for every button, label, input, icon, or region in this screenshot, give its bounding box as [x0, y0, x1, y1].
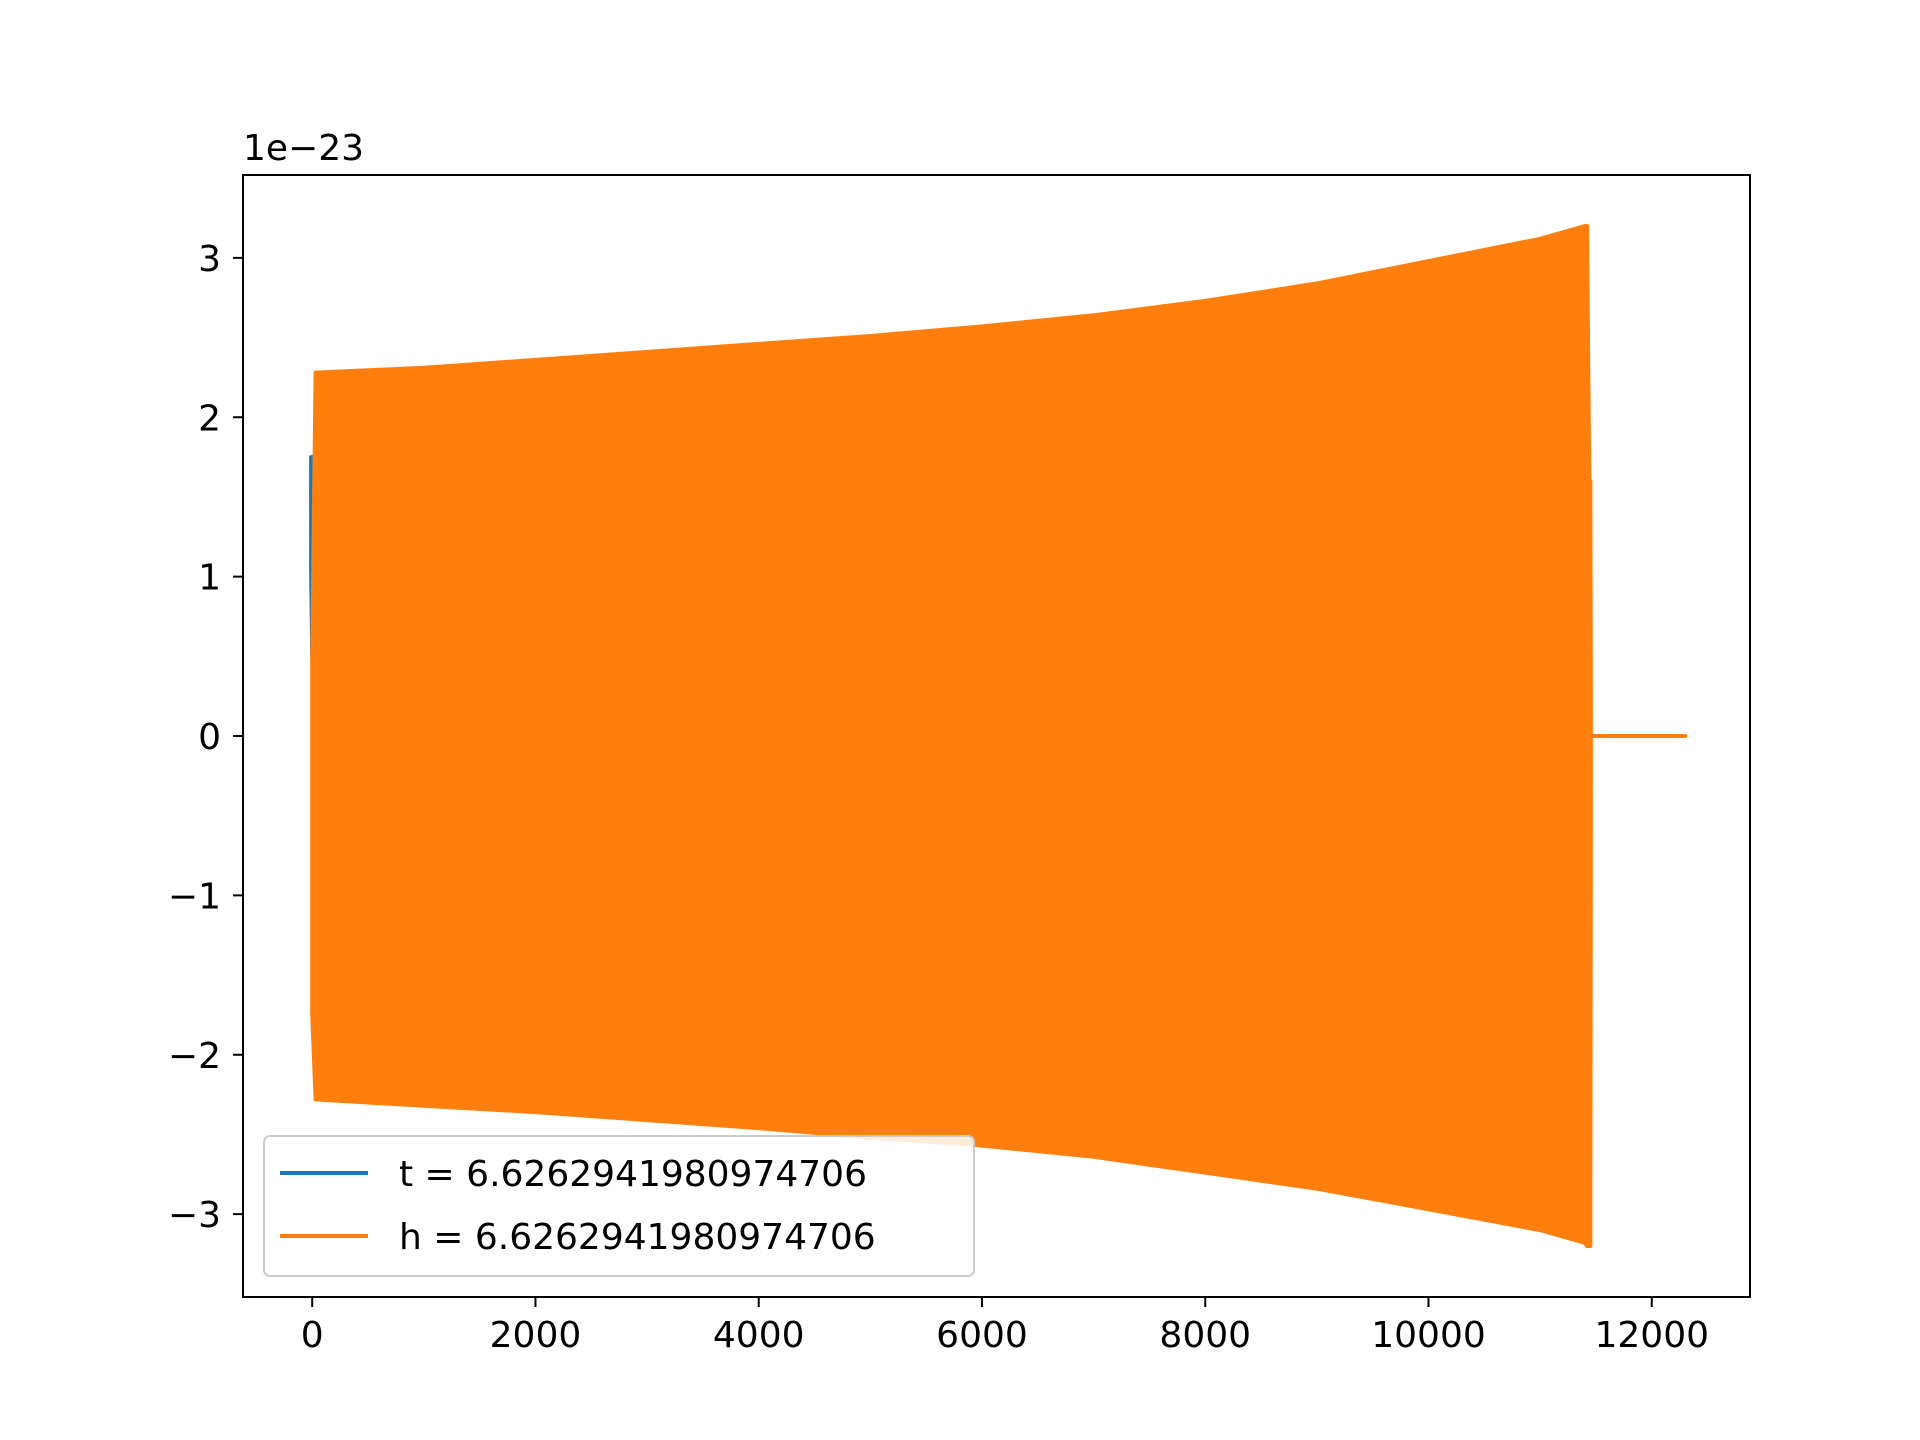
y-tick-label: −3: [168, 1195, 221, 1236]
series-h-waveform: [310, 224, 1688, 1248]
legend: t = 6.6262941980974706 h = 6.62629419809…: [263, 1135, 975, 1277]
plot-area: [309, 224, 1688, 1248]
legend-label-t: t = 6.6262941980974706: [399, 1154, 867, 1195]
x-axis: 0 2000 4000 6000 8000 10000 12000: [301, 1297, 1709, 1356]
y-axis: −3 −2 −1 0 1 2 3: [168, 239, 243, 1236]
y-offset-label: 1e−23: [243, 128, 364, 169]
x-tick-label: 6000: [936, 1315, 1028, 1356]
x-tick-label: 4000: [713, 1315, 805, 1356]
y-tick-label: 1: [198, 558, 221, 599]
legend-label-h: h = 6.6262941980974706: [399, 1217, 876, 1258]
x-tick-label: 10000: [1371, 1315, 1486, 1356]
x-tick-label: 8000: [1159, 1315, 1251, 1356]
x-tick-label: 2000: [490, 1315, 582, 1356]
y-tick-label: 3: [198, 239, 221, 280]
y-tick-label: −2: [168, 1036, 221, 1077]
x-tick-label: 12000: [1595, 1315, 1710, 1356]
y-tick-label: 2: [198, 398, 221, 439]
y-tick-label: 0: [198, 717, 221, 758]
legend-box: [263, 1135, 975, 1277]
x-tick-label: 0: [301, 1315, 324, 1356]
y-tick-label: −1: [168, 876, 221, 917]
